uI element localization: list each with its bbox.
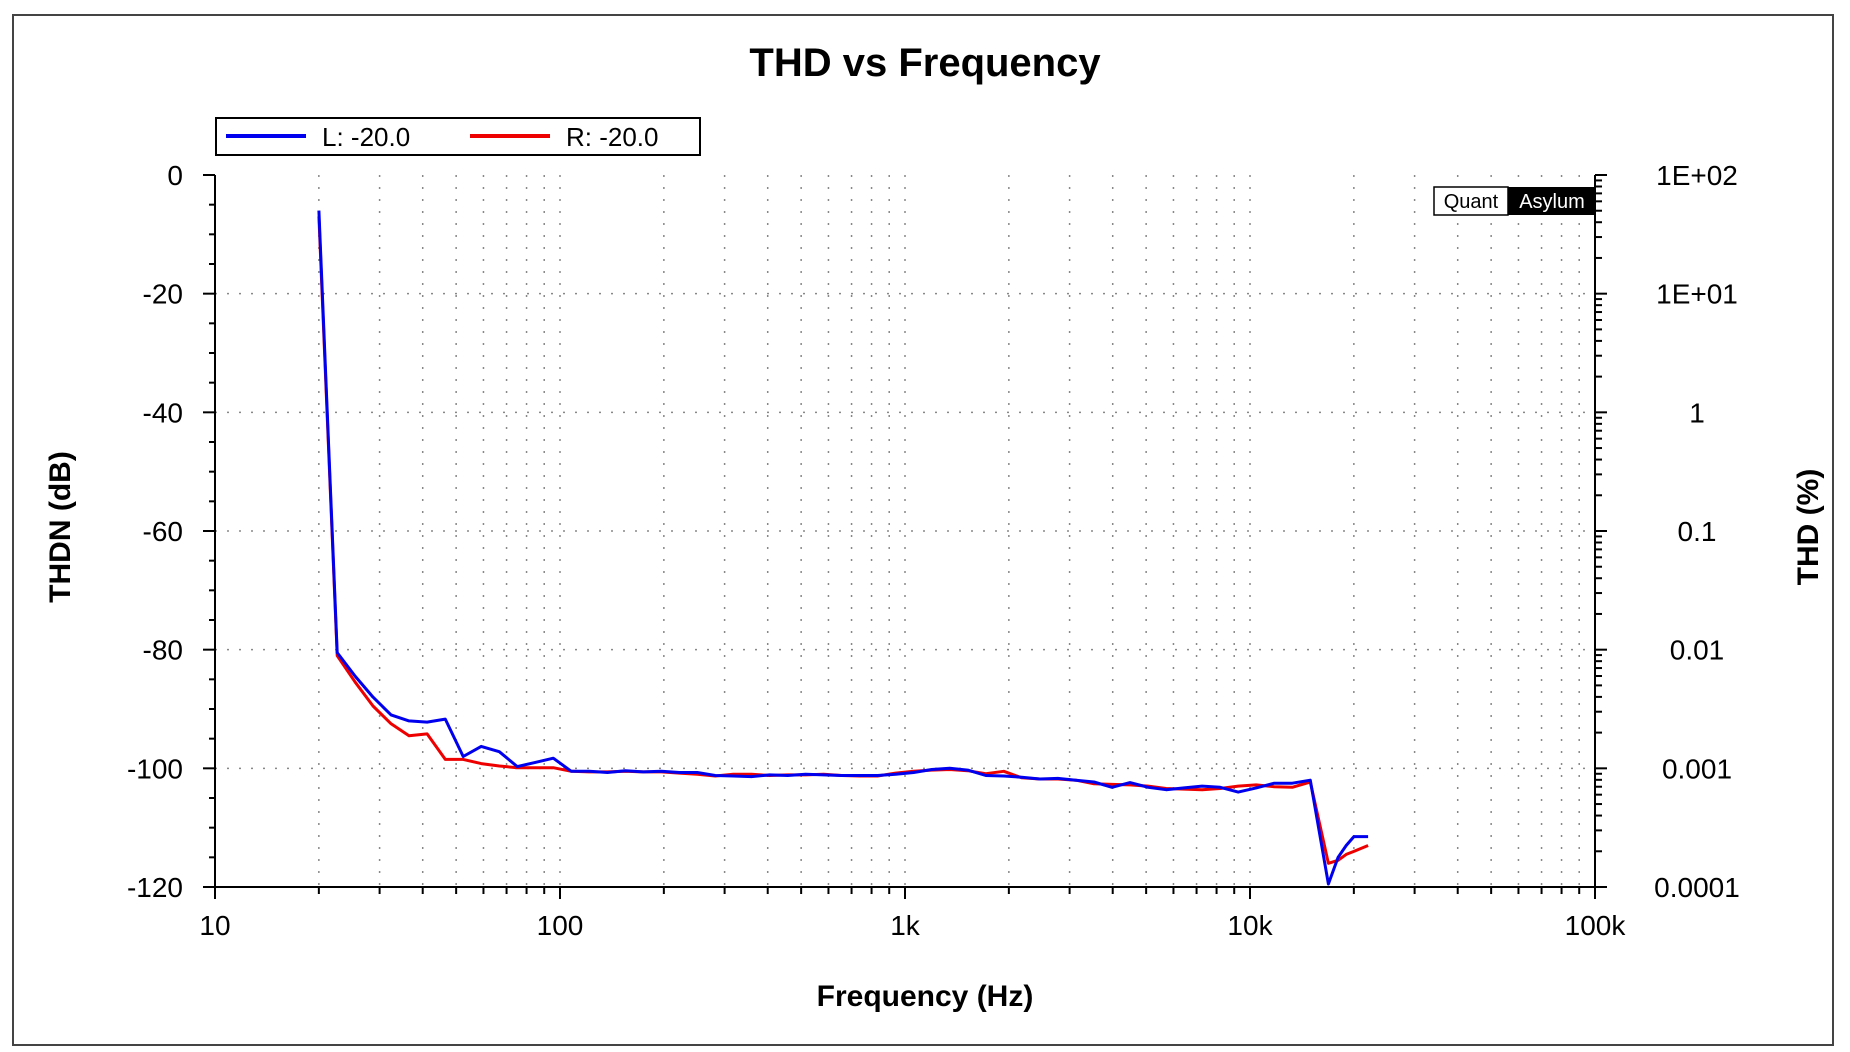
- watermark-right-text: Asylum: [1519, 191, 1585, 213]
- x-tick-label: 10k: [1227, 910, 1273, 941]
- y-tick-label: 0: [167, 160, 183, 191]
- y-tick-label: -60: [143, 516, 183, 547]
- chart-title: THD vs Frequency: [749, 41, 1101, 85]
- legend-label-l: L: -20.0: [322, 122, 410, 152]
- tick-labels: 10 100 1k 10k 100k 0 -20 -40 -60 -80 -100 -120 1E+02…: [127, 160, 1740, 941]
- x-axis-label: Frequency (Hz): [817, 980, 1034, 1013]
- y-axis-label: THDN (dB): [44, 451, 77, 603]
- grid-lines: [215, 175, 1595, 887]
- axis-ticks: [203, 174, 1607, 899]
- watermark-left-text: Quant: [1444, 191, 1499, 213]
- y2-axis-label: THD (%): [1792, 469, 1825, 586]
- legend: L: -20.0 R: -20.0: [215, 117, 701, 156]
- legend-label-r: R: -20.0: [566, 122, 659, 152]
- y2-tick-label: 0.01: [1670, 635, 1725, 666]
- series-layer: [317, 210, 1369, 886]
- y2-tick-label: 1E+02: [1656, 160, 1738, 191]
- y-tick-label: -40: [143, 397, 183, 428]
- y-tick-label: -20: [143, 279, 183, 310]
- x-tick-label: 10: [199, 910, 230, 941]
- watermark-left-box: [1433, 186, 1509, 216]
- x-tick-label: 100: [537, 910, 584, 941]
- watermark-right-box: [1508, 187, 1596, 215]
- y-tick-label: -120: [127, 872, 183, 903]
- y2-tick-label: 0.1: [1678, 516, 1717, 547]
- y2-tick-label: 1E+01: [1656, 279, 1738, 310]
- y-tick-label: -100: [127, 753, 183, 784]
- chart-frame: [12, 14, 1834, 1046]
- y-tick-label: -80: [143, 635, 183, 666]
- series-line-l: [317, 210, 1369, 886]
- x-tick-label: 1k: [890, 910, 921, 941]
- axes: [214, 175, 1596, 888]
- y2-tick-label: 0.001: [1662, 753, 1732, 784]
- y2-tick-label: 0.0001: [1654, 872, 1740, 903]
- series-line-r: [317, 216, 1369, 865]
- y2-tick-label: 1: [1689, 397, 1705, 428]
- watermark-logo: Quant Asylum: [1433, 186, 1596, 216]
- x-tick-label: 100k: [1565, 910, 1627, 941]
